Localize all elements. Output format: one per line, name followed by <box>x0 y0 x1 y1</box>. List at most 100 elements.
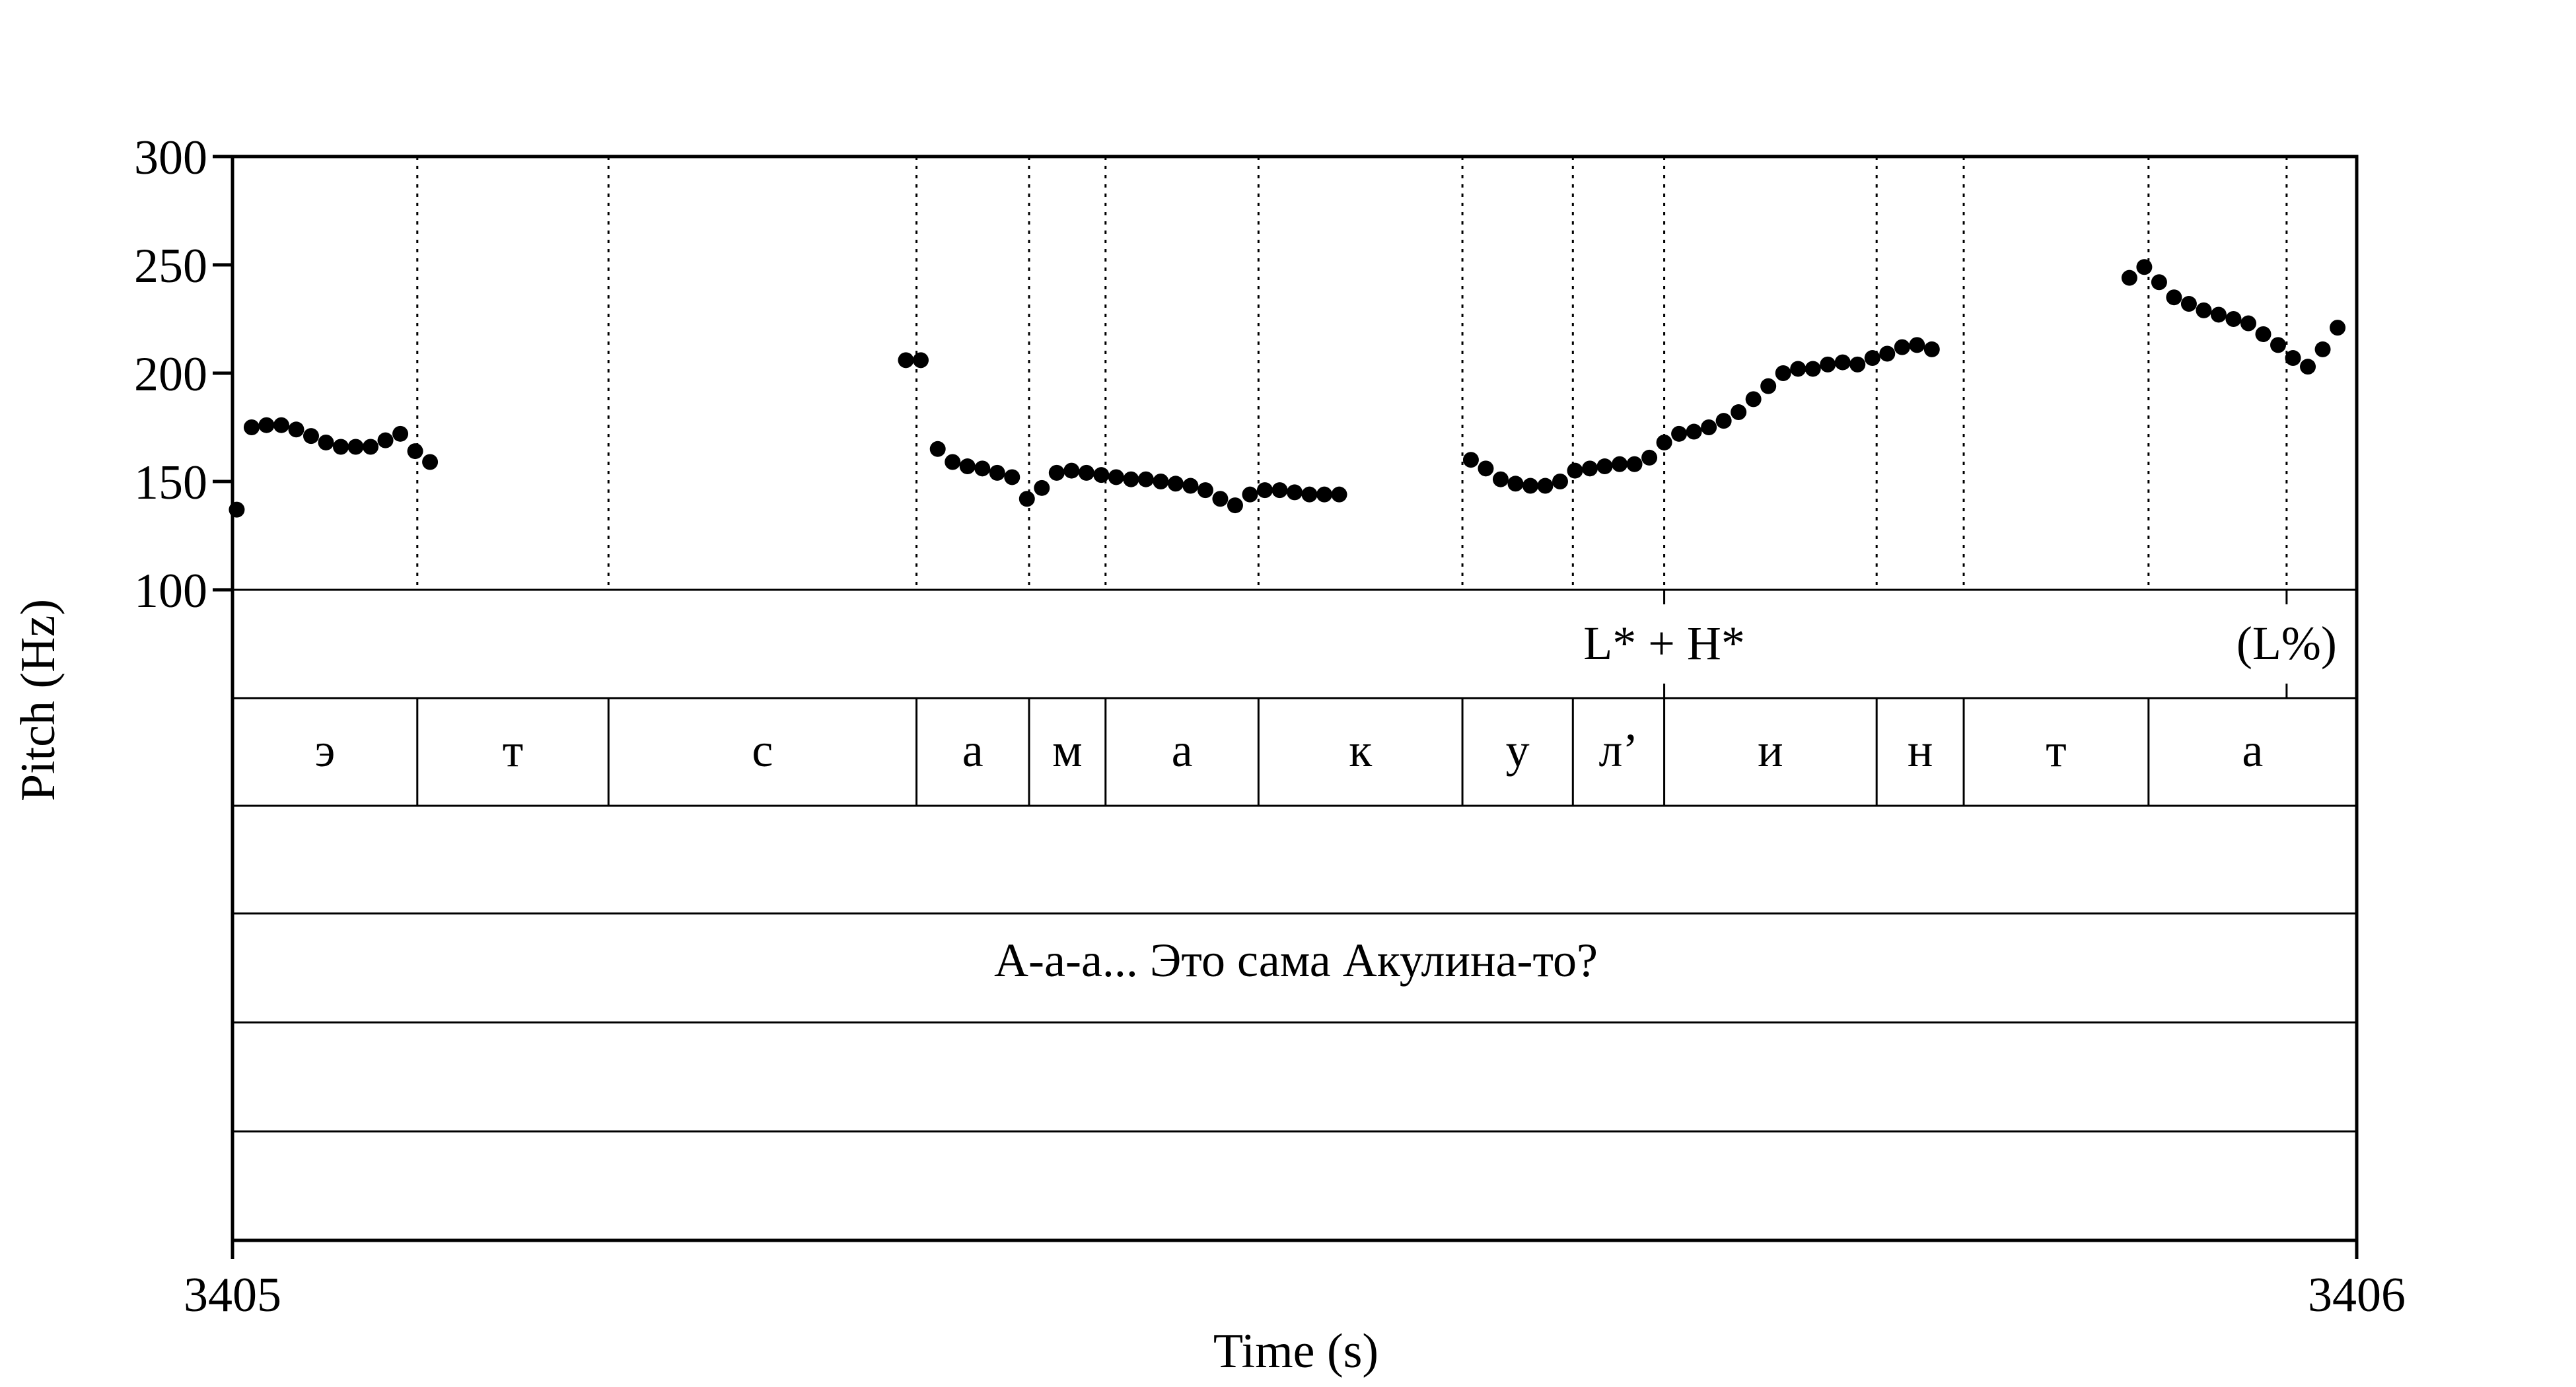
segment-label: т <box>503 724 523 777</box>
pitch-point <box>1849 356 1866 373</box>
pitch-point <box>1507 476 1524 492</box>
pitch-point <box>2210 306 2227 323</box>
pitch-point <box>2314 341 2331 357</box>
segment-label: к <box>1349 724 1373 777</box>
pitch-point <box>1256 482 1273 499</box>
segment-label: у <box>1506 724 1530 777</box>
pitch-point <box>1182 478 1199 494</box>
pitch-point <box>2151 274 2167 291</box>
pitch-point <box>2121 269 2137 286</box>
y-tick-label: 150 <box>134 456 207 510</box>
pitch-point <box>1004 469 1020 485</box>
y-axis-ticks: 100 150 200 250 300 <box>134 131 233 618</box>
y-tick-label: 200 <box>134 347 207 402</box>
segment-label: л’ <box>1598 724 1638 777</box>
pitch-point <box>1612 456 1628 472</box>
x-tick-label: 3405 <box>184 1268 281 1322</box>
x-axis-ticks: 3405 3406 <box>184 1240 2406 1322</box>
pitch-point <box>1137 471 1154 487</box>
pitch-point <box>1567 462 1583 479</box>
segment-label: т <box>2046 724 2066 777</box>
pitch-point <box>1167 476 1184 492</box>
segment-label: н <box>1908 724 1933 777</box>
pitch-point <box>1478 460 1494 477</box>
pitch-point <box>1701 419 1717 435</box>
pitch-point <box>898 352 914 369</box>
pitch-point <box>959 458 976 475</box>
pitch-point <box>363 439 379 455</box>
pitch-point <box>1552 474 1568 489</box>
pitch-point <box>1537 478 1554 494</box>
x-axis-label: Time (s) <box>1213 1324 1378 1378</box>
segment-tier: э т с а м а к у л’ и н т а <box>314 698 2263 806</box>
pitch-point <box>392 425 409 442</box>
pitch-point <box>1626 456 1643 472</box>
pitch-point <box>1271 482 1288 499</box>
pitch-point <box>1108 469 1124 485</box>
pitch-point <box>1034 480 1050 496</box>
y-tick-label: 250 <box>134 239 207 293</box>
pitch-point <box>2300 359 2316 375</box>
pitch-point <box>1287 484 1303 501</box>
y-axis-label: Pitch (Hz) <box>11 599 65 801</box>
pitch-point <box>989 464 1005 481</box>
pitch-point <box>2196 302 2212 318</box>
pitch-point <box>347 439 364 455</box>
pitch-point <box>974 460 991 477</box>
pitch-point <box>1048 464 1065 481</box>
pitch-point <box>422 454 439 470</box>
pitch-point <box>1019 491 1035 507</box>
pitch-point <box>1093 467 1110 483</box>
pitch-point <box>229 501 245 518</box>
pitch-point <box>2255 326 2272 342</box>
pitch-point <box>2225 311 2242 327</box>
pitch-point <box>1894 339 1910 355</box>
pitch-point <box>333 439 349 455</box>
pitch-point <box>1834 354 1851 371</box>
pitch-point <box>1805 361 1821 377</box>
pitch-point <box>1316 486 1333 503</box>
y-tick-label: 300 <box>134 131 207 185</box>
pitch-point <box>1641 449 1658 466</box>
segment-label: и <box>1758 724 1783 777</box>
pitch-point <box>1242 486 1258 503</box>
pitch-point <box>1820 356 1836 373</box>
y-tick-label: 100 <box>134 564 207 618</box>
pitch-point <box>1522 478 1538 494</box>
pitch-point <box>2180 296 2197 312</box>
pitch-point <box>2330 320 2346 336</box>
segment-label: а <box>962 724 984 777</box>
pitch-point <box>1671 425 1688 442</box>
pitch-points <box>229 259 2346 518</box>
plot-frame <box>231 155 2359 1242</box>
pitch-point <box>258 417 275 433</box>
pitch-point <box>1745 391 1762 408</box>
pitch-point <box>1212 491 1229 507</box>
pitch-point <box>1227 497 1243 514</box>
pitch-point <box>1686 423 1702 440</box>
pitch-point <box>912 352 929 369</box>
pitch-point <box>1301 486 1318 503</box>
pitch-point <box>243 419 260 435</box>
pitch-point <box>1123 471 1139 487</box>
pitch-point <box>273 417 289 433</box>
pitch-point <box>288 421 304 438</box>
segment-label: с <box>752 724 773 777</box>
pitch-point <box>1909 337 1925 353</box>
pitch-point <box>2240 315 2256 332</box>
pitch-point <box>2136 259 2153 275</box>
pitch-point <box>303 428 319 445</box>
pitch-point <box>1775 365 1791 381</box>
x-tick-label: 3406 <box>2308 1268 2406 1322</box>
pitch-point <box>1462 452 1479 468</box>
utterance-text: А-а-а... Это сама Акулина-то? <box>994 934 1598 987</box>
pitch-point <box>1331 486 1347 503</box>
pitch-point <box>1879 345 1896 362</box>
pitch-point <box>929 441 946 457</box>
segment-label: м <box>1052 724 1083 777</box>
segment-label: э <box>314 724 335 777</box>
pitch-point <box>1153 474 1169 489</box>
pitch-point <box>1731 404 1747 421</box>
segment-label: а <box>1172 724 1193 777</box>
